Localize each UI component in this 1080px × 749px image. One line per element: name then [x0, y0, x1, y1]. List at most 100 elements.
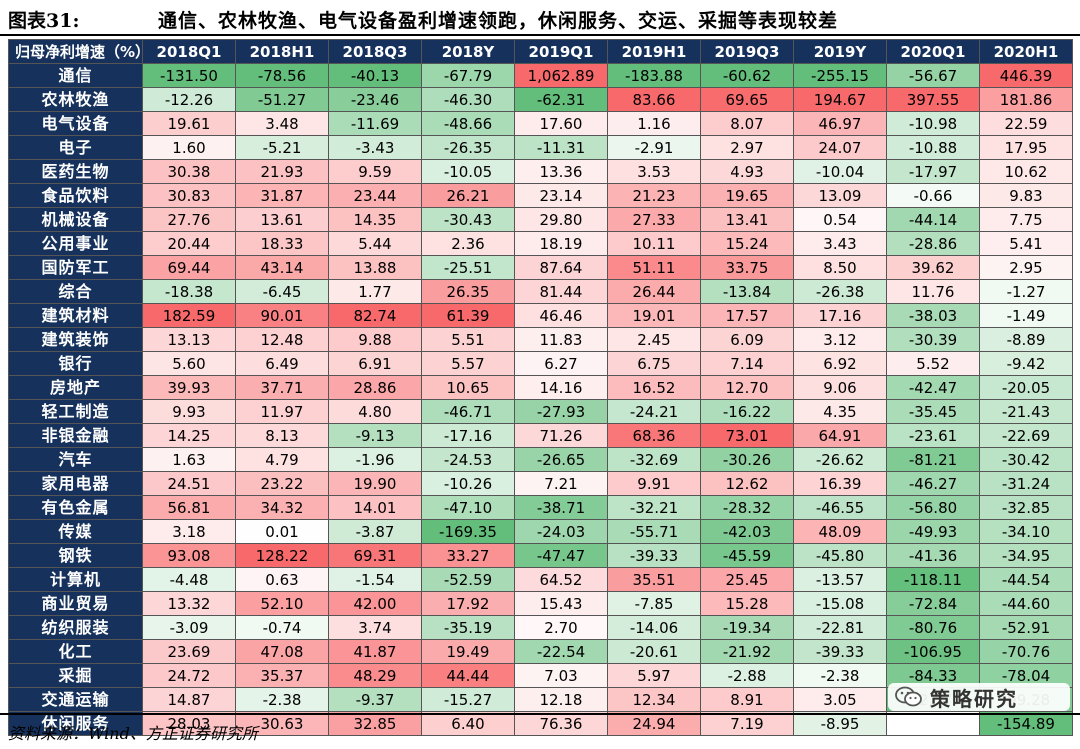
- table-cell: -28.86: [886, 231, 980, 256]
- table-cell: 0.63: [235, 567, 329, 592]
- table-cell: -9.37: [328, 687, 422, 712]
- table-cell: -3.87: [328, 519, 422, 544]
- table-cell: 69.44: [142, 255, 236, 280]
- table-cell: 87.64: [514, 255, 608, 280]
- table-cell: -31.24: [979, 471, 1073, 496]
- table-cell: -47.10: [421, 495, 515, 520]
- table-cell: -46.55: [793, 495, 887, 520]
- table-cell: -1.54: [328, 567, 422, 592]
- table-cell: 16.39: [793, 471, 887, 496]
- table-cell: 13.36: [514, 159, 608, 184]
- table-cell: 31.87: [235, 183, 329, 208]
- table-cell: -45.80: [793, 543, 887, 568]
- table-cell: 24.51: [142, 471, 236, 496]
- table-cell: 0.54: [793, 207, 887, 232]
- row-label: 银行: [8, 351, 143, 376]
- column-header: 2020H1: [979, 39, 1073, 64]
- table-cell: 42.00: [328, 591, 422, 616]
- column-header: 2018Q1: [142, 39, 236, 64]
- table-cell: 39.62: [886, 255, 980, 280]
- table-cell: 17.92: [421, 591, 515, 616]
- table-cell: -24.53: [421, 447, 515, 472]
- table-cell: -41.36: [886, 543, 980, 568]
- row-label: 建筑材料: [8, 303, 143, 328]
- table-cell: -80.76: [886, 615, 980, 640]
- table-cell: 15.43: [514, 591, 608, 616]
- table-cell: 19.65: [700, 183, 794, 208]
- table-cell: -1.49: [979, 303, 1073, 328]
- table-cell: -4.48: [142, 567, 236, 592]
- table-cell: 27.33: [607, 207, 701, 232]
- table-cell: 15.24: [700, 231, 794, 256]
- row-label: 电气设备: [8, 111, 143, 136]
- table-cell: -169.35: [421, 519, 515, 544]
- table-cell: -26.62: [793, 447, 887, 472]
- table-row: 有色金属 56.81 34.32 14.01 -47.10 -38.71 -32.21 -28…: [8, 495, 1073, 520]
- table-cell: 33.27: [421, 543, 515, 568]
- row-label: 汽车: [8, 447, 143, 472]
- bottom-rule: [0, 713, 1080, 715]
- table-cell: -46.27: [886, 471, 980, 496]
- table-cell: -38.71: [514, 495, 608, 520]
- table-cell: -45.59: [700, 543, 794, 568]
- table-cell: -51.27: [235, 87, 329, 112]
- table-cell: 23.44: [328, 183, 422, 208]
- table-cell: 8.07: [700, 111, 794, 136]
- table-cell: 5.44: [328, 231, 422, 256]
- table-cell: -56.67: [886, 63, 980, 88]
- table-cell: -55.71: [607, 519, 701, 544]
- table-cell: -2.38: [235, 687, 329, 712]
- table-cell: -70.76: [979, 639, 1073, 664]
- table-cell: 12.18: [514, 687, 608, 712]
- table-cell: 6.92: [793, 351, 887, 376]
- table-cell: -19.34: [700, 615, 794, 640]
- table-row: 农林牧渔 -12.26 -51.27 -23.46 -46.30 -62.31 83.66 6…: [8, 87, 1073, 112]
- table-cell: 90.01: [235, 303, 329, 328]
- table-cell: -26.35: [421, 135, 515, 160]
- table-cell: 3.18: [142, 519, 236, 544]
- table-cell: 30.38: [142, 159, 236, 184]
- table-cell: 64.52: [514, 567, 608, 592]
- table-cell: 37.71: [235, 375, 329, 400]
- table-cell: 30.63: [235, 711, 329, 736]
- table-cell: -44.54: [979, 567, 1073, 592]
- table-cell: 41.87: [328, 639, 422, 664]
- table-cell: 14.35: [328, 207, 422, 232]
- column-header: 2019Q1: [514, 39, 608, 64]
- table-cell: 5.51: [421, 327, 515, 352]
- table-cell: 7.21: [514, 471, 608, 496]
- table-cell: 2.70: [514, 615, 608, 640]
- table-cell: 2.97: [700, 135, 794, 160]
- table-cell: 28.03: [142, 711, 236, 736]
- table-row: 汽车 1.63 4.79 -1.96 -24.53 -26.65 -32.69 -30.26-…: [8, 447, 1073, 472]
- table-cell: 6.27: [514, 351, 608, 376]
- table-cell: 69.31: [328, 543, 422, 568]
- column-header: 2019H1: [607, 39, 701, 64]
- table-cell: 26.21: [421, 183, 515, 208]
- table-cell: -26.65: [514, 447, 608, 472]
- table-cell: 15.28: [700, 591, 794, 616]
- row-label: 商业贸易: [8, 591, 143, 616]
- table-row: 采掘 24.72 35.37 48.29 44.44 7.03 5.97 -2.88 -2.38…: [8, 663, 1073, 688]
- table-cell: 29.80: [514, 207, 608, 232]
- row-label: 化工: [8, 639, 143, 664]
- table-cell: -21.43: [979, 399, 1073, 424]
- table-cell: -30.43: [421, 207, 515, 232]
- column-header: 2018Q3: [328, 39, 422, 64]
- table-cell: 14.16: [514, 375, 608, 400]
- table-cell: -10.88: [886, 135, 980, 160]
- table-cell: 11.76: [886, 279, 980, 304]
- table-row: 电气设备 19.61 3.48 -11.69 -48.66 17.60 1.16 8.07 46…: [8, 111, 1073, 136]
- table-cell: -23.46: [328, 87, 422, 112]
- column-header: 2019Y: [793, 39, 887, 64]
- column-header: 2019Q3: [700, 39, 794, 64]
- table-cell: 25.45: [700, 567, 794, 592]
- table-cell: -49.93: [886, 519, 980, 544]
- table-cell: -34.95: [979, 543, 1073, 568]
- column-header: 2020Q1: [886, 39, 980, 64]
- table-cell: 35.37: [235, 663, 329, 688]
- table-cell: 12.48: [235, 327, 329, 352]
- table-cell: -35.19: [421, 615, 515, 640]
- table-cell: -118.11: [886, 567, 980, 592]
- table-cell: 19.90: [328, 471, 422, 496]
